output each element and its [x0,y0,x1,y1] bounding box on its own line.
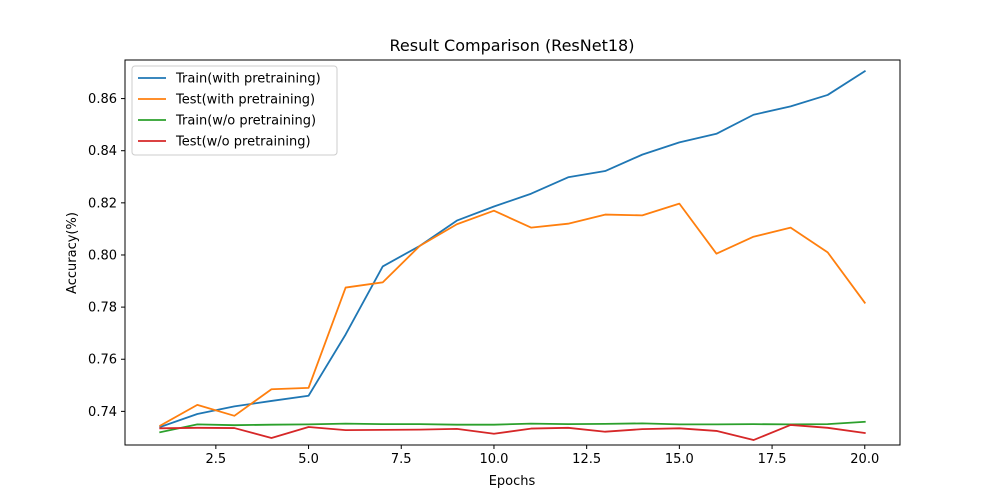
y-tick-label: 0.76 [88,353,117,368]
x-tick-label: 2.5 [206,452,227,467]
y-axis-label: Accuracy(%) [65,212,80,294]
y-tick-label: 0.82 [88,196,117,211]
y-tick-label: 0.86 [88,92,117,107]
legend: Train(with pretraining) Test(with pretrai… [131,65,338,156]
legend-items: Train(with pretraining) Test(with pretrai… [138,72,321,150]
x-tick-label: 15.0 [665,452,694,467]
x-axis-ticks: 2.5 5.0 7.5 10.0 12.5 15.0 17.5 20.0 [206,445,879,467]
y-tick-label: 0.74 [88,405,117,420]
y-tick-label: 0.84 [88,144,117,159]
series-line-2 [159,420,866,434]
series-line-3 [159,424,866,441]
x-axis-label: Epochs [489,474,536,489]
x-tick-label: 5.0 [298,452,319,467]
legend-box [131,65,338,156]
x-tick-label: 10.0 [479,452,508,467]
legend-label-2: Train(w/o pretraining) [175,114,316,129]
legend-label-0: Train(with pretraining) [175,72,321,87]
x-tick-label: 20.0 [850,452,879,467]
x-tick-label: 17.5 [758,452,787,467]
plot-frame [124,59,901,446]
y-tick-label: 0.80 [88,248,117,263]
series-line-0 [159,69,867,429]
y-axis-ticks: 0.74 0.76 0.78 0.80 0.82 0.84 0.86 [88,92,125,420]
y-tick-label: 0.78 [88,301,117,316]
x-tick-label: 7.5 [391,452,412,467]
series-lines [159,69,867,441]
x-tick-label: 12.5 [572,452,601,467]
legend-label-3: Test(w/o pretraining) [175,135,311,150]
chart-title: Result Comparison (ResNet18) [390,36,635,55]
legend-label-1: Test(with pretraining) [175,93,315,108]
series-line-1 [159,202,867,427]
